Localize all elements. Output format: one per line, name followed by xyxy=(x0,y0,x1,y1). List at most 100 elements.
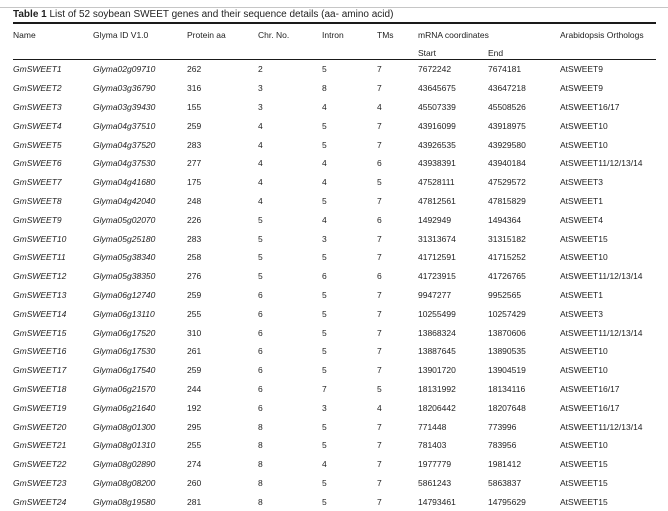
cell-ortholog: AtSWEET10 xyxy=(560,139,608,150)
cell-protein-aa: 262 xyxy=(187,64,202,75)
cell-protein-aa: 283 xyxy=(187,139,202,150)
cell-chr-no: 5 xyxy=(258,271,263,282)
cell-glyma-id: Glyma04g42040 xyxy=(93,195,156,206)
cell-name: GmSWEET12 xyxy=(13,271,67,282)
cell-tms: 7 xyxy=(377,139,382,150)
table-row: GmSWEET17 Glyma06g17540 259 6 5 7 13901720 1390… xyxy=(13,361,656,380)
cell-chr-no: 2 xyxy=(258,64,263,75)
cell-intron: 5 xyxy=(322,139,327,150)
table-row: GmSWEET23 Glyma08g08200 260 8 5 7 5861243 58638… xyxy=(13,474,656,493)
cell-glyma-id: Glyma03g36790 xyxy=(93,83,156,94)
cell-mrna-start: 45507339 xyxy=(418,101,456,112)
cell-mrna-start: 7672242 xyxy=(418,64,452,75)
col-header-protein-aa: Protein aa xyxy=(187,23,258,60)
cell-tms: 7 xyxy=(377,327,382,338)
table-row: GmSWEET2 Glyma03g36790 316 3 8 7 43645675 43647… xyxy=(13,79,656,98)
cell-name: GmSWEET11 xyxy=(13,252,66,263)
cell-mrna-start: 5861243 xyxy=(418,477,452,488)
cell-mrna-end: 43918975 xyxy=(488,120,526,131)
cell-ortholog: AtSWEET15 xyxy=(560,477,608,488)
cell-chr-no: 5 xyxy=(258,233,263,244)
cell-ortholog: AtSWEET11/12/13/14 xyxy=(560,158,643,169)
cell-mrna-end: 9952565 xyxy=(488,289,522,300)
cell-mrna-start: 771448 xyxy=(418,421,447,432)
table-header: Name Glyma ID V1.0 Protein aa Chr. No. I… xyxy=(13,23,656,60)
cell-mrna-end: 1981412 xyxy=(488,459,522,470)
cell-tms: 7 xyxy=(377,233,382,244)
cell-mrna-end: 47815829 xyxy=(488,195,526,206)
cell-mrna-start: 47812561 xyxy=(418,195,456,206)
cell-tms: 5 xyxy=(377,177,382,188)
cell-intron: 5 xyxy=(322,308,327,319)
cell-protein-aa: 276 xyxy=(187,271,202,282)
cell-mrna-start: 13887645 xyxy=(418,346,456,357)
cell-mrna-start: 31313674 xyxy=(418,233,456,244)
cell-mrna-start: 43645675 xyxy=(418,83,456,94)
cell-intron: 8 xyxy=(322,83,327,94)
cell-intron: 5 xyxy=(322,477,327,488)
cell-name: GmSWEET6 xyxy=(13,158,62,169)
cell-tms: 7 xyxy=(377,289,382,300)
cell-chr-no: 4 xyxy=(258,195,263,206)
cell-name: GmSWEET5 xyxy=(13,139,62,150)
cell-mrna-end: 47529572 xyxy=(488,177,526,188)
cell-mrna-end: 41715252 xyxy=(488,252,526,263)
cell-name: GmSWEET19 xyxy=(13,402,67,413)
cell-tms: 4 xyxy=(377,101,382,112)
cell-intron: 5 xyxy=(322,195,327,206)
cell-name: GmSWEET3 xyxy=(13,101,62,112)
cell-name: GmSWEET4 xyxy=(13,120,62,131)
cell-name: GmSWEET1 xyxy=(13,64,62,75)
cell-protein-aa: 255 xyxy=(187,308,202,319)
cell-mrna-start: 13901720 xyxy=(418,365,456,376)
header-row-secondary: Start End xyxy=(13,42,656,60)
cell-chr-no: 8 xyxy=(258,496,263,507)
cell-intron: 7 xyxy=(322,383,327,394)
cell-glyma-id: Glyma06g17530 xyxy=(93,346,156,357)
cell-tms: 6 xyxy=(377,271,382,282)
cell-protein-aa: 295 xyxy=(187,421,202,432)
cell-mrna-end: 14795629 xyxy=(488,496,526,507)
cell-tms: 7 xyxy=(377,346,382,357)
cell-protein-aa: 259 xyxy=(187,120,202,131)
table-row: GmSWEET15 Glyma06g17520 310 6 5 7 13868324 1387… xyxy=(13,323,656,342)
cell-mrna-end: 5863837 xyxy=(488,477,522,488)
cell-glyma-id: Glyma08g02890 xyxy=(93,459,156,470)
cell-ortholog: AtSWEET15 xyxy=(560,496,608,507)
cell-glyma-id: Glyma04g41680 xyxy=(93,177,156,188)
table-body: GmSWEET1 Glyma02g09710 262 2 5 7 7672242 767418… xyxy=(13,60,656,511)
cell-chr-no: 3 xyxy=(258,83,263,94)
cell-mrna-start: 43926535 xyxy=(418,139,456,150)
cell-name: GmSWEET9 xyxy=(13,214,62,225)
cell-glyma-id: Glyma08g01310 xyxy=(93,440,156,451)
cell-tms: 7 xyxy=(377,64,382,75)
cell-ortholog: AtSWEET1 xyxy=(560,195,603,206)
cell-mrna-start: 41723915 xyxy=(418,271,456,282)
cell-intron: 5 xyxy=(322,440,327,451)
cell-name: GmSWEET13 xyxy=(13,289,67,300)
table-row: GmSWEET11 Glyma05g38340 258 5 5 7 41712591 4171… xyxy=(13,248,656,267)
cell-name: GmSWEET10 xyxy=(13,233,67,244)
cell-name: GmSWEET22 xyxy=(13,459,67,470)
cell-mrna-end: 43929580 xyxy=(488,139,526,150)
cell-chr-no: 6 xyxy=(258,289,263,300)
cell-tms: 7 xyxy=(377,83,382,94)
cell-mrna-end: 43647218 xyxy=(488,83,526,94)
cell-ortholog: AtSWEET11/12/13/14 xyxy=(560,271,643,282)
cell-name: GmSWEET17 xyxy=(13,365,67,376)
cell-tms: 7 xyxy=(377,496,382,507)
cell-mrna-end: 773996 xyxy=(488,421,517,432)
table-row: GmSWEET19 Glyma06g21640 192 6 3 4 18206442 1820… xyxy=(13,398,656,417)
cell-mrna-end: 18207648 xyxy=(488,402,526,413)
cell-mrna-end: 13904519 xyxy=(488,365,526,376)
cell-mrna-end: 7674181 xyxy=(488,64,522,75)
table-row: GmSWEET6 Glyma04g37530 277 4 4 6 43938391 43940… xyxy=(13,154,656,173)
cell-protein-aa: 255 xyxy=(187,440,202,451)
cell-ortholog: AtSWEET11/12/13/14 xyxy=(560,421,643,432)
cell-chr-no: 8 xyxy=(258,477,263,488)
cell-tms: 6 xyxy=(377,158,382,169)
table-row: GmSWEET20 Glyma08g01300 295 8 5 7 771448 773996… xyxy=(13,417,656,436)
cell-chr-no: 6 xyxy=(258,346,263,357)
cell-protein-aa: 316 xyxy=(187,83,202,94)
